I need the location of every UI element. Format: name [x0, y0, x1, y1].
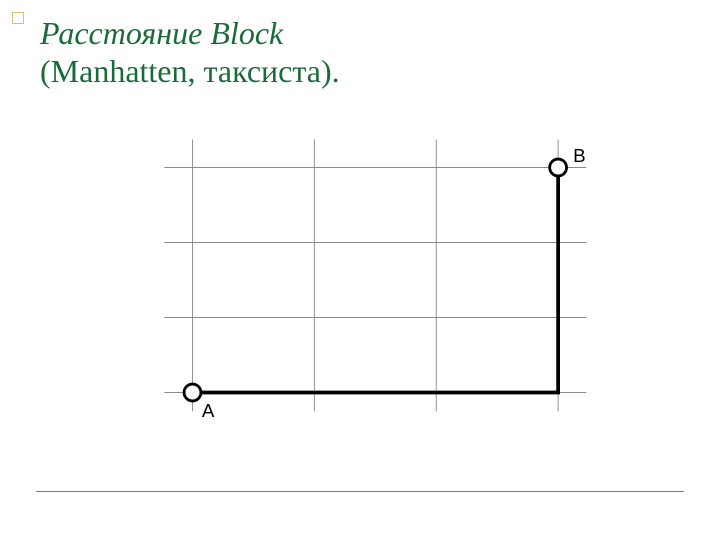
node-A [184, 384, 201, 401]
manhattan-path [193, 168, 559, 393]
node-label-A: A [202, 400, 215, 421]
slide-title: Расстояние Block (Manhatten, таксиста). [40, 14, 340, 91]
diagram-svg: AB [140, 130, 620, 430]
bottom-rule [36, 491, 684, 492]
manhattan-diagram: AB [140, 130, 620, 430]
corner-accent-square [12, 12, 24, 24]
node-B [550, 159, 567, 176]
slide: Расстояние Block (Manhatten, таксиста). … [0, 0, 720, 540]
title-line-2: (Manhatten, таксиста). [40, 52, 340, 90]
node-label-B: B [573, 145, 586, 166]
title-line-1: Расстояние Block [40, 14, 340, 52]
